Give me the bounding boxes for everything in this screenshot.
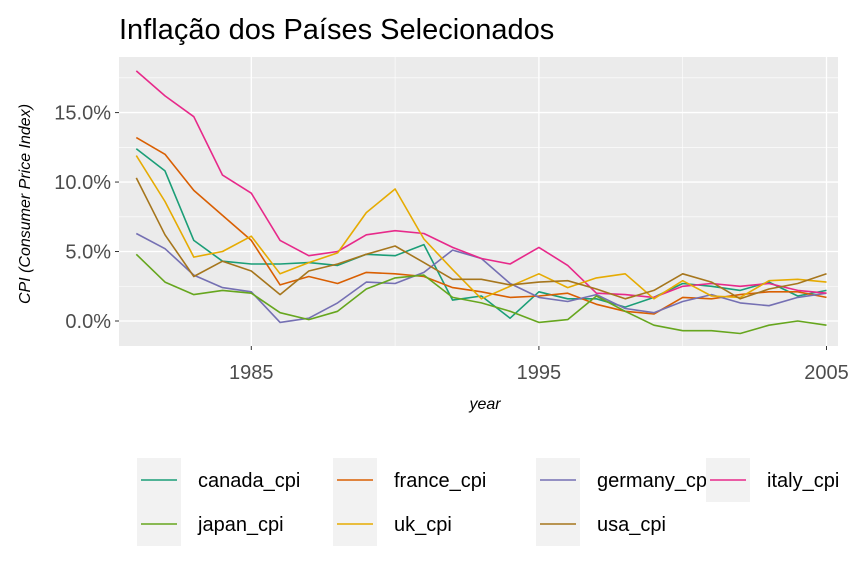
x-axis: 1985 1995 2005 [229, 346, 849, 384]
legend-label-usa-cpi: usa_cpi [597, 514, 666, 536]
y-tick-label: 0.0% [65, 311, 111, 333]
legend-label-france-cpi: france_cpi [394, 470, 486, 492]
legend: canada_cpi france_cpi germany_cpi italy_cpi… [137, 458, 839, 546]
x-tick-label: 1985 [229, 362, 274, 384]
series-line-usa-cpi [135, 177, 827, 300]
series-line-italy-cpi [135, 70, 827, 299]
series-line-canada-cpi [135, 148, 827, 320]
chart-title: Inflação dos Países Selecionados [119, 14, 554, 46]
legend-label-germany-cpi: germany_cpi [597, 470, 712, 492]
x-tick-label: 1995 [517, 362, 562, 384]
y-tick-label: 5.0% [65, 242, 111, 264]
legend-label-uk-cpi: uk_cpi [394, 514, 452, 536]
series-lines [135, 70, 827, 335]
y-axis: 0.0% 5.0% 10.0% 15.0% [54, 103, 119, 333]
y-tick-label: 15.0% [54, 103, 111, 125]
x-tick-label: 2005 [804, 362, 849, 384]
legend-label-japan-cpi: japan_cpi [197, 514, 284, 536]
x-axis-title: year [468, 396, 501, 413]
y-tick-label: 10.0% [54, 172, 111, 194]
y-axis-title: CPI (Consumer Price Index) [17, 104, 34, 304]
series-line-france-cpi [135, 136, 827, 315]
series-line-japan-cpi [135, 253, 827, 335]
series-line-uk-cpi [135, 155, 827, 300]
legend-label-italy-cpi: italy_cpi [767, 470, 839, 492]
legend-label-canada-cpi: canada_cpi [198, 470, 300, 492]
major-gridlines [119, 57, 838, 346]
